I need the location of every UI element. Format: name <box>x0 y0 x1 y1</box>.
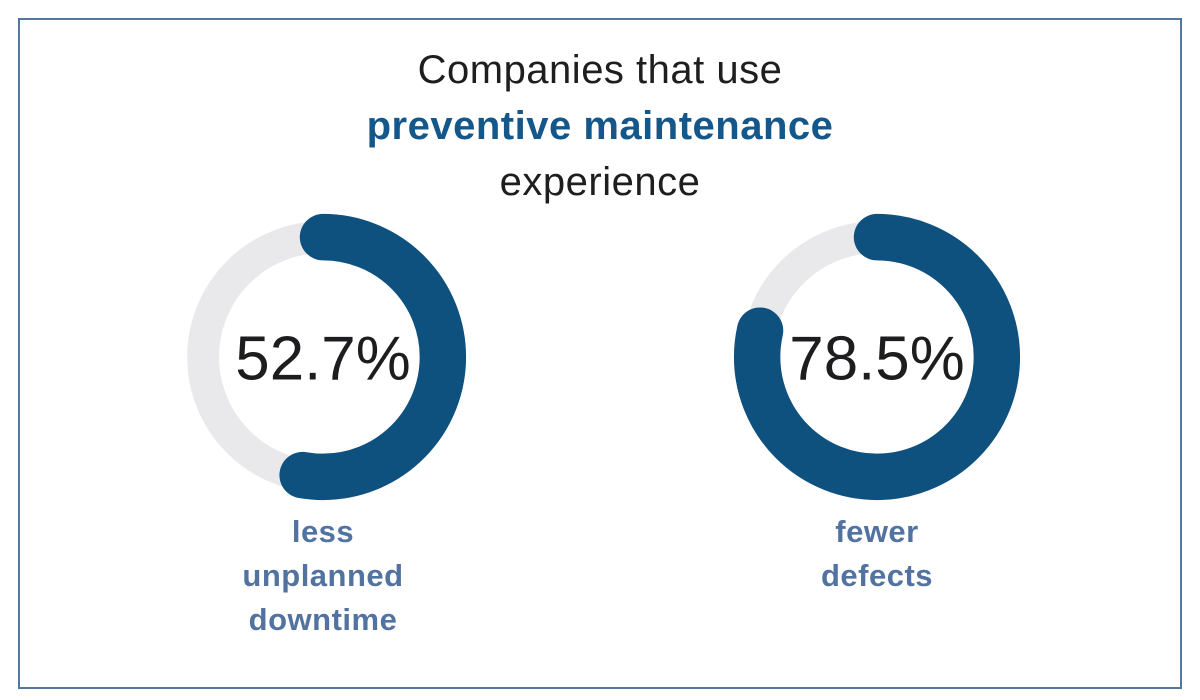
donut-caption-downtime: less unplanned downtime <box>242 510 403 642</box>
caption-line: defects <box>820 558 934 593</box>
caption-line: less <box>291 514 355 549</box>
donut-value-downtime: 52.7% <box>235 324 410 393</box>
donut-value-defects: 78.5% <box>789 324 964 393</box>
donut-block-unplanned-downtime: 52.7% less unplanned downtime <box>178 212 468 642</box>
caption-line: unplanned <box>242 558 404 593</box>
donut-progress-arc <box>179 213 467 501</box>
title-block: Companies that use preventive maintenanc… <box>20 20 1180 210</box>
title-line-3: experience <box>499 160 701 204</box>
infographic-frame: Companies that use preventive maintenanc… <box>18 18 1182 689</box>
donut-progress-arc <box>733 213 1021 501</box>
caption-line: downtime <box>248 602 398 637</box>
donut-block-fewer-defects: 78.5% fewer defects <box>732 212 1022 598</box>
donut-caption-defects: fewer defects <box>821 510 933 598</box>
donut-chart-downtime: 52.7% <box>179 213 467 501</box>
donut-chart-defects: 78.5% <box>733 213 1021 501</box>
caption-line: fewer <box>835 514 919 549</box>
charts-row: 52.7% less unplanned downtime 78.5% fewe… <box>20 212 1180 642</box>
title-line-1: Companies that use <box>417 48 783 92</box>
title-line-2-accent: preventive maintenance <box>366 104 834 148</box>
